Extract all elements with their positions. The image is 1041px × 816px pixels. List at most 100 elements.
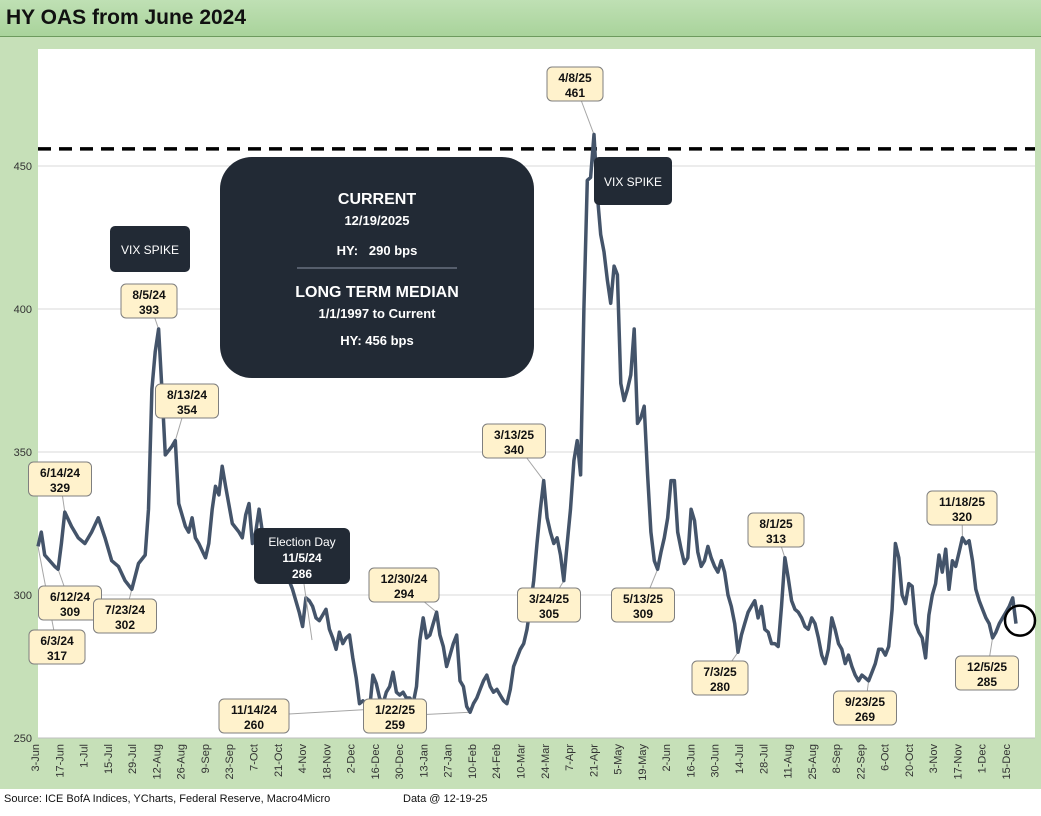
callout-value: 305 (539, 607, 559, 621)
x-tick-label: 14-Jul (734, 744, 746, 774)
info-current-title: CURRENT (338, 191, 416, 208)
x-tick-label: 24-Mar (540, 744, 552, 779)
x-tick-label: 13-Jan (418, 744, 430, 778)
x-tick-label: 26-Aug (176, 744, 188, 779)
callout-value: 309 (633, 607, 653, 621)
callout-date: 9/23/25 (845, 695, 885, 709)
election-title: Election Day (268, 535, 335, 549)
callout-value: 285 (977, 675, 997, 689)
x-tick-label: 10-Mar (516, 744, 528, 779)
x-tick-label: 23-Sep (224, 744, 236, 779)
callout-date: 6/12/24 (50, 590, 90, 604)
callout-value: 280 (710, 680, 730, 694)
x-tick-label: 1-Jul (79, 744, 91, 768)
y-tick-label: 300 (14, 590, 32, 602)
x-tick-label: 29-Jul (127, 744, 139, 774)
callout-date: 3/13/25 (494, 428, 534, 442)
callout-box (747, 512, 805, 548)
callout-date: 7/23/24 (105, 603, 145, 617)
callout-value: 309 (60, 605, 80, 619)
callout-box (611, 587, 675, 623)
callout-box (28, 461, 92, 497)
chart-title: HY OAS from June 2024 (6, 6, 247, 29)
x-tick-label: 21-Apr (588, 744, 600, 777)
x-tick-label: 2-Jun (661, 744, 673, 772)
callout-value: 340 (504, 443, 524, 457)
x-tick-label: 27-Jan (443, 744, 455, 778)
callout-date: 8/5/24 (132, 288, 166, 302)
callout-date: 12/5/25 (967, 660, 1007, 674)
callout-date: 8/13/24 (167, 388, 207, 402)
info-median-title: LONG TERM MEDIAN (295, 284, 459, 301)
x-tick-label: 30-Jun (710, 744, 722, 778)
callout-box (120, 283, 178, 319)
election-leader (303, 583, 313, 641)
callout-value: 393 (139, 303, 159, 317)
callout-value: 317 (47, 649, 67, 663)
vix-spike-box-2: VIX SPIKE (594, 157, 672, 205)
callout-box (368, 567, 440, 603)
callout-box (28, 629, 86, 665)
x-tick-label: 21-Oct (273, 744, 285, 777)
x-tick-label: 25-Aug (807, 744, 819, 779)
y-tick-label: 350 (14, 447, 32, 459)
callout-box (155, 383, 219, 419)
callout-date: 7/3/25 (703, 665, 737, 679)
callout-date: 12/30/24 (381, 572, 428, 586)
callout-date: 5/13/25 (623, 592, 663, 606)
x-tick-label: 4-Nov (297, 744, 309, 774)
x-tick-label: 30-Dec (394, 744, 406, 780)
callout-value: 354 (177, 403, 197, 417)
callout-date: 8/1/25 (759, 517, 793, 531)
x-tick-label: 6-Oct (880, 744, 892, 771)
callout-box (926, 490, 998, 526)
series-line (36, 132, 1018, 715)
x-tick-label: 20-Oct (904, 744, 916, 777)
callout-value: 294 (394, 587, 414, 601)
y-tick-label: 250 (14, 733, 32, 745)
callout-box (833, 690, 897, 726)
x-tick-label: 2-Dec (346, 744, 358, 774)
x-tick-label: 17-Nov (952, 744, 964, 780)
callout-value: 302 (115, 618, 135, 632)
x-tick-label: 7-Oct (248, 744, 260, 771)
y-tick-label: 400 (14, 304, 32, 316)
x-tick-label: 12-Aug (151, 744, 163, 779)
x-tick-label: 9-Sep (200, 744, 212, 773)
x-tick-label: 1-Dec (977, 744, 989, 774)
callout-box (691, 660, 749, 696)
source-note: Source: ICE BofA Indices, YCharts, Feder… (4, 793, 331, 805)
x-tick-label: 19-May (637, 744, 649, 781)
x-tick-label: 7-Apr (564, 744, 576, 771)
y-tick-label: 450 (14, 161, 32, 173)
callout-date: 1/22/25 (375, 703, 415, 717)
title-bar: HY OAS from June 2024 (0, 0, 1041, 37)
callout-box (363, 698, 427, 734)
callout-box (482, 423, 546, 459)
x-tick-label: 16-Dec (370, 744, 382, 780)
callout-date: 6/14/24 (40, 466, 80, 480)
election-value: 286 (292, 567, 312, 581)
x-tick-label: 22-Sep (855, 744, 867, 779)
x-tick-label: 17-Jun (54, 744, 66, 778)
callout-box (93, 598, 157, 634)
callout-value: 313 (766, 532, 786, 546)
callout-value: 461 (565, 86, 585, 100)
x-tick-label: 16-Jun (685, 744, 697, 778)
vix-spike-label-1: VIX SPIKE (121, 243, 179, 257)
info-current-hy: HY: 290 bps (337, 243, 418, 258)
callout-box (517, 587, 581, 623)
